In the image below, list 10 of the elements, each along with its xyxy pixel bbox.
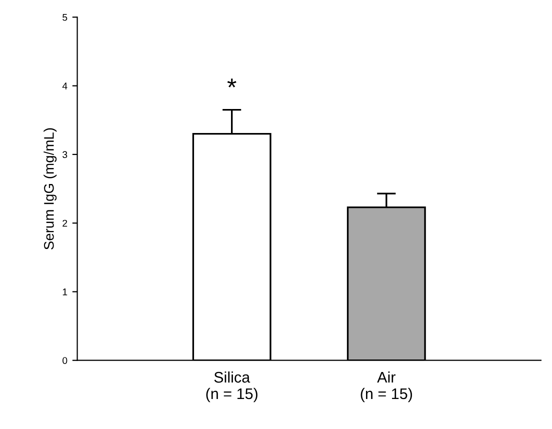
annotation: *	[227, 78, 236, 88]
x-tick-label: Air (n = 15)	[360, 371, 412, 402]
y-tick-label: 2	[62, 220, 68, 227]
y-tick-label: 3	[62, 151, 68, 158]
y-axis-title: Serum IgG (mg/mL)	[44, 128, 57, 250]
y-tick-label: 5	[62, 14, 68, 21]
y-tick-label: 4	[62, 82, 68, 90]
x-tick-label: Silica (n = 15)	[206, 371, 258, 402]
y-tick-label: 0	[62, 357, 68, 364]
y-tick-label: 1	[62, 288, 68, 296]
